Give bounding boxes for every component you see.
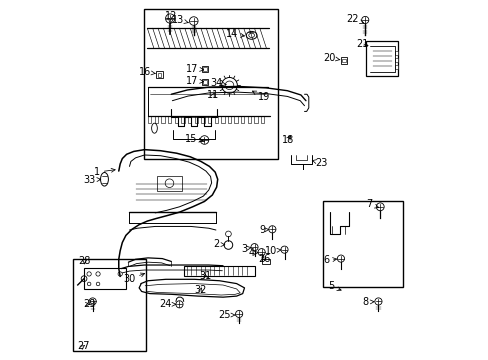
Text: 32: 32 [194, 285, 206, 295]
Text: 17: 17 [186, 64, 203, 73]
Bar [73, 258, 146, 351]
Bar [365, 41, 397, 76]
Text: 4: 4 [248, 248, 258, 258]
Text: 18: 18 [281, 135, 293, 145]
Text: 28: 28 [78, 256, 91, 266]
Ellipse shape [151, 123, 157, 133]
Ellipse shape [248, 33, 254, 37]
Text: 8: 8 [362, 297, 373, 307]
Text: 33: 33 [83, 175, 101, 185]
Text: 25: 25 [218, 310, 235, 320]
Text: 26: 26 [257, 253, 270, 264]
Bar [157, 176, 182, 191]
Text: 2: 2 [213, 239, 224, 249]
Ellipse shape [246, 31, 257, 39]
Bar [394, 65, 397, 69]
Text: 10: 10 [264, 246, 281, 256]
Text: 11: 11 [207, 90, 219, 100]
Bar [157, 73, 161, 77]
Bar [203, 67, 206, 71]
Bar [156, 71, 163, 78]
Text: 27: 27 [77, 341, 90, 351]
Bar [202, 78, 208, 85]
Bar [340, 57, 346, 64]
Text: 20: 20 [323, 53, 339, 63]
Bar [394, 51, 397, 55]
Bar [261, 258, 269, 264]
Bar [144, 9, 278, 158]
Bar [84, 267, 125, 289]
Text: 22: 22 [346, 14, 363, 23]
Bar [323, 202, 403, 287]
Text: 15: 15 [184, 134, 203, 144]
Text: 19: 19 [252, 91, 270, 102]
Text: 30: 30 [123, 273, 144, 284]
Text: 17: 17 [186, 76, 203, 86]
Text: 29: 29 [83, 299, 95, 309]
Bar [183, 266, 255, 276]
Text: 1: 1 [94, 167, 115, 177]
Text: 34: 34 [210, 78, 226, 88]
Bar [394, 58, 397, 62]
Text: 5: 5 [327, 282, 341, 292]
Ellipse shape [101, 172, 108, 186]
Text: 21: 21 [356, 39, 368, 49]
Text: 9: 9 [259, 225, 269, 235]
Text: 7: 7 [366, 199, 378, 209]
Text: 6: 6 [323, 255, 336, 265]
Text: 31: 31 [199, 271, 211, 281]
Text: 12: 12 [165, 11, 177, 24]
Bar [202, 66, 208, 72]
Text: 16: 16 [139, 67, 155, 77]
Text: 13: 13 [172, 15, 188, 25]
Bar [341, 59, 345, 62]
Text: 14: 14 [225, 29, 244, 39]
Text: 24: 24 [159, 299, 176, 309]
Bar [203, 80, 206, 84]
Text: 23: 23 [312, 158, 327, 168]
Text: 3: 3 [241, 244, 251, 253]
